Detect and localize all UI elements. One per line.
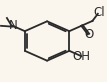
Text: N: N bbox=[8, 19, 17, 32]
Text: O: O bbox=[84, 28, 94, 41]
Text: Cl: Cl bbox=[94, 6, 105, 20]
Text: OH: OH bbox=[72, 51, 90, 63]
